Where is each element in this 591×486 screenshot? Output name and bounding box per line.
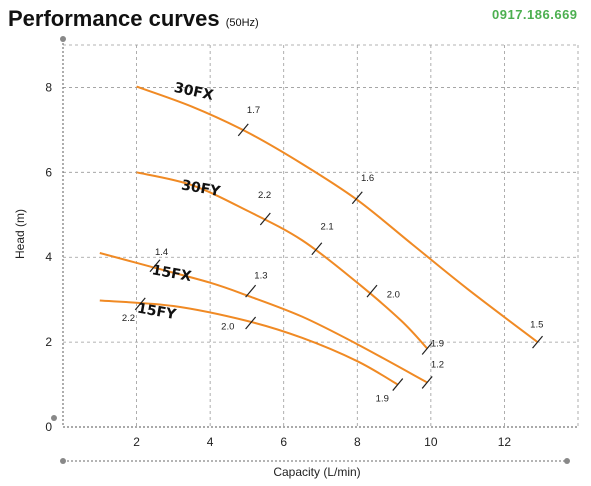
x-tick-label: 2	[133, 435, 140, 449]
marker-tick	[311, 242, 323, 256]
x-tick-label: 4	[207, 435, 214, 449]
marker-tick	[351, 191, 363, 205]
x-label-bar-cap-left	[60, 458, 66, 464]
y-axis-label: Head (m)	[13, 209, 27, 259]
chart-markers	[134, 123, 543, 391]
point-label: 1.3	[254, 270, 267, 281]
point-label: 2.0	[387, 290, 400, 301]
point-label: 1.7	[247, 105, 260, 116]
curve-name-15fy: 15FY	[136, 301, 178, 324]
point-label: 1.9	[431, 338, 444, 349]
point-label: 1.2	[431, 360, 444, 371]
marker-tick	[392, 378, 404, 391]
y-tick-label: 4	[45, 250, 52, 264]
chart-title-unit: (50Hz)	[225, 17, 259, 29]
curve-30fy	[136, 171, 428, 350]
x-tick-label: 6	[280, 435, 287, 449]
chart-axes	[51, 36, 578, 464]
marker-tick	[237, 123, 249, 137]
chart-title-text: Performance curves	[8, 6, 220, 31]
point-label: 2.2	[122, 313, 135, 324]
point-label: 1.9	[376, 394, 389, 405]
phone-watermark: 0917.186.669	[492, 7, 578, 22]
x-tick-label: 8	[354, 435, 361, 449]
marker-tick	[421, 342, 433, 355]
marker-tick	[245, 284, 257, 298]
marker-tick	[259, 212, 271, 226]
y-axis-cap-bottom	[51, 415, 57, 421]
x-axis-label: Capacity (L/min)	[273, 465, 360, 479]
chart-grid	[63, 44, 579, 427]
curve-name-30fx: 30FX	[173, 80, 215, 104]
marker-tick	[532, 335, 543, 349]
marker-tick	[134, 297, 146, 311]
marker-tick	[366, 284, 378, 298]
curve-15fy	[99, 299, 399, 386]
chart-title: Performance curves (50Hz)	[8, 6, 259, 32]
x-tick-label: 12	[498, 435, 512, 449]
chart-ticks: 2 4 6 8 10 12 0 2 4 6 8	[45, 80, 511, 449]
chart-curves	[99, 85, 539, 386]
y-tick-label: 8	[45, 80, 52, 94]
point-label: 2.0	[221, 321, 234, 332]
marker-tick	[421, 376, 433, 389]
y-tick-label: 6	[45, 165, 52, 179]
point-label: 1.4	[155, 247, 168, 258]
chart-labels: 30FX 1.7 1.6 1.5 30FY 2.2 2.1 2.0 1.9 15FX 1.4 1.3 1…	[122, 80, 544, 405]
curve-name-30fy: 30FY	[180, 177, 222, 200]
y-axis-cap-top	[60, 36, 66, 42]
point-label: 2.2	[258, 190, 271, 201]
y-tick-label: 2	[45, 335, 52, 349]
x-label-bar-cap-right	[564, 458, 570, 464]
marker-tick	[245, 316, 257, 330]
marker-tick	[149, 259, 161, 273]
point-label: 2.1	[321, 222, 334, 233]
curve-name-15fx: 15FX	[151, 262, 193, 285]
point-label: 1.5	[530, 319, 543, 330]
curve-30fx	[136, 85, 539, 343]
point-label: 1.6	[361, 173, 374, 184]
x-tick-label: 10	[424, 435, 438, 449]
y-tick-label: 0	[45, 420, 52, 434]
